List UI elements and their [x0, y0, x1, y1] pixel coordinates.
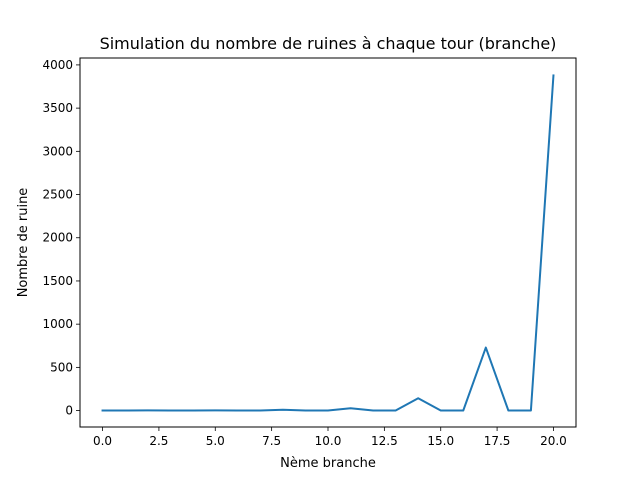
y-axis: 0 500 1000 1500 2000 2500 3000 3500 4000 — [42, 58, 80, 418]
y-tick-label: 3500 — [42, 101, 73, 115]
x-axis-label: Nème branche — [280, 456, 376, 471]
y-tick-label: 2000 — [42, 231, 73, 245]
plot-area — [101, 74, 555, 412]
x-tick-label: 15.0 — [427, 434, 454, 448]
y-tick-label: 3000 — [42, 144, 73, 158]
x-tick-label: 5.0 — [206, 434, 225, 448]
x-tick-label: 0.0 — [93, 434, 112, 448]
x-tick-label: 7.5 — [262, 434, 281, 448]
y-tick-label: 1500 — [42, 274, 73, 288]
axes-frame — [79, 57, 577, 428]
x-tick-label: 12.5 — [371, 434, 398, 448]
y-tick-label: 2500 — [42, 188, 73, 202]
y-tick-label: 0 — [65, 404, 73, 418]
y-tick-label: 4000 — [42, 58, 73, 72]
y-axis-label: Nombre de ruine — [16, 188, 31, 298]
x-tick-label: 2.5 — [149, 434, 168, 448]
chart-title: Simulation du nombre de ruines à chaque … — [100, 34, 557, 53]
y-tick-label: 500 — [50, 360, 73, 374]
y-tick-label: 1000 — [42, 317, 73, 331]
x-tick-label: 20.0 — [540, 434, 567, 448]
x-tick-label: 17.5 — [484, 434, 511, 448]
x-axis: 0.0 2.5 5.0 7.5 10.0 12.5 15.0 17.5 20.0 — [93, 427, 567, 448]
x-tick-label: 10.0 — [315, 434, 342, 448]
series-line — [101, 74, 555, 412]
